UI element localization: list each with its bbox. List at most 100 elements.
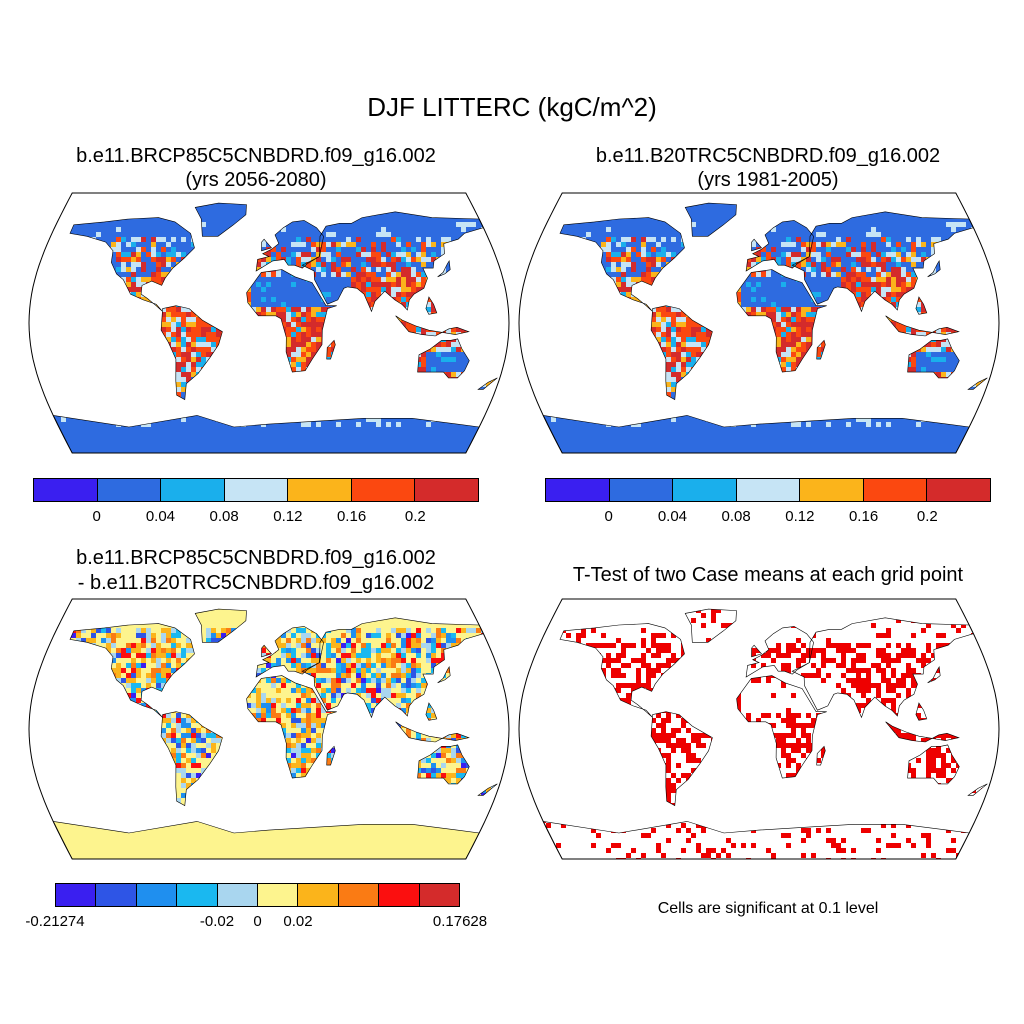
coastline-as <box>791 617 974 719</box>
colorbar-swatch <box>927 479 991 501</box>
coastline-eu <box>745 220 814 272</box>
coastline-jp <box>437 666 451 684</box>
colorbar-swatch <box>419 884 460 906</box>
coastline-au <box>907 744 960 785</box>
colorbar-swatch <box>217 884 259 906</box>
coastline-eu <box>745 626 814 678</box>
colorbar-swatch <box>673 479 737 501</box>
coastline-jp <box>927 666 941 684</box>
colorbar-tick-label: 0.2 <box>916 508 938 525</box>
colorbar-swatch <box>351 479 416 501</box>
coastline-id <box>395 721 470 743</box>
colorbar-tick-label: -0.21274 <box>25 913 85 930</box>
coastline-af <box>736 269 827 373</box>
colorbar-tick-label: 0.04 <box>145 508 176 525</box>
panel2-title-line2: (yrs 1981-2005) <box>697 169 839 191</box>
colorbar-swatch <box>97 479 162 501</box>
colorbar-swatch <box>288 479 352 501</box>
coastline-sa <box>650 305 713 401</box>
colorbar-tick-label: -0.02 <box>199 913 235 930</box>
coastline-gl <box>194 608 247 643</box>
colorbar-tick-label: 0.16 <box>336 508 367 525</box>
coastline-eu <box>255 220 324 272</box>
coastline-au <box>417 338 470 379</box>
colorbar-tick-label: 0 <box>253 913 262 930</box>
colorbar-tick-label: 0.02 <box>283 913 313 930</box>
colorbar-tick-label: 0 <box>92 508 101 525</box>
coastline-as <box>301 617 484 719</box>
colorbar-tick-label: 0.12 <box>273 508 303 525</box>
coastline-ph <box>425 702 438 721</box>
coastline-nz <box>477 377 498 390</box>
coastline-as <box>791 211 974 313</box>
colorbar-future <box>33 478 479 502</box>
panel4-title: T-Test of two Case means at each grid po… <box>572 564 964 586</box>
coastline-au <box>907 338 960 379</box>
coastline-id <box>885 315 960 337</box>
colorbar-swatch <box>415 479 479 501</box>
colorbar-tick-label: 0 <box>604 508 613 525</box>
coastline-sa <box>160 305 223 401</box>
panel1-title-line2: (yrs 2056-2080) <box>185 169 327 191</box>
panel3-title-line2: - b.e11.B20TRC5CNBDRD.f09_g16.002 <box>77 572 435 594</box>
coastline-mg <box>326 745 336 766</box>
colorbar-swatch <box>863 479 928 501</box>
colorbar-swatch <box>736 479 801 501</box>
panel2-title-line1: b.e11.B20TRC5CNBDRD.f09_g16.002 <box>595 145 941 167</box>
map-panel-future <box>28 192 510 454</box>
colorbar-swatch <box>298 884 339 906</box>
coastline-ph <box>425 296 438 315</box>
coastline-mg <box>816 339 826 360</box>
coastline-sa <box>650 711 713 807</box>
coastline-gl <box>684 608 737 643</box>
colorbar-tick-label: 0.16 <box>848 508 879 525</box>
coastline-gl <box>684 202 737 237</box>
coastline-na <box>559 623 685 718</box>
coastline-af <box>246 269 337 373</box>
coastline-jp <box>927 260 941 278</box>
coastline-gl <box>194 202 247 237</box>
colorbar-swatch <box>609 479 674 501</box>
coastline-uk <box>261 644 273 658</box>
coastline-mg <box>816 745 826 766</box>
colorbar-swatch <box>546 479 610 501</box>
colorbar-swatch <box>800 479 864 501</box>
coastline-jp <box>437 260 451 278</box>
globe-outline <box>28 192 510 454</box>
colorbar-tick-label: 0.04 <box>657 508 688 525</box>
coastline-af <box>736 675 827 779</box>
panel1-title-line1: b.e11.BRCP85C5CNBDRD.f09_g16.002 <box>76 145 436 167</box>
coastline-af <box>246 675 337 779</box>
globe-outline <box>28 598 510 860</box>
globe-outline <box>518 192 1000 454</box>
coastline-id <box>395 315 470 337</box>
coastline-eu <box>255 626 324 678</box>
map-panel-ttest <box>518 598 1000 860</box>
globe-outline <box>518 598 1000 860</box>
colorbar-swatch <box>379 884 420 906</box>
colorbar-tick-label: 0.12 <box>785 508 815 525</box>
coastline-nz <box>967 377 988 390</box>
colorbar-swatch <box>34 479 98 501</box>
coastline-uk <box>261 238 273 252</box>
significance-note: Cells are significant at 0.1 level <box>657 900 879 917</box>
coastline-sa <box>160 711 223 807</box>
colorbar-tick-label: 0.2 <box>404 508 426 525</box>
colorbar-swatch <box>338 884 380 906</box>
coastline-nz <box>477 783 498 796</box>
panel3-title-line1: b.e11.BRCP85C5CNBDRD.f09_g16.002 <box>76 547 436 569</box>
coastline-na <box>559 217 685 312</box>
coastline-mg <box>326 339 336 360</box>
colorbar-tick-label: 0.08 <box>721 508 751 525</box>
colorbar-swatch <box>177 884 218 906</box>
colorbar-swatch <box>136 884 178 906</box>
colorbar-swatch <box>56 884 97 906</box>
coastline-uk <box>751 238 763 252</box>
coastline-na <box>69 217 195 312</box>
coastline-ph <box>915 296 928 315</box>
map-panel-historical <box>518 192 1000 454</box>
coastline-as <box>301 211 484 313</box>
figure-title: DJF LITTERC (kgC/m^2) <box>367 92 657 122</box>
coastline-na <box>69 623 195 718</box>
colorbar-difference <box>55 883 460 907</box>
